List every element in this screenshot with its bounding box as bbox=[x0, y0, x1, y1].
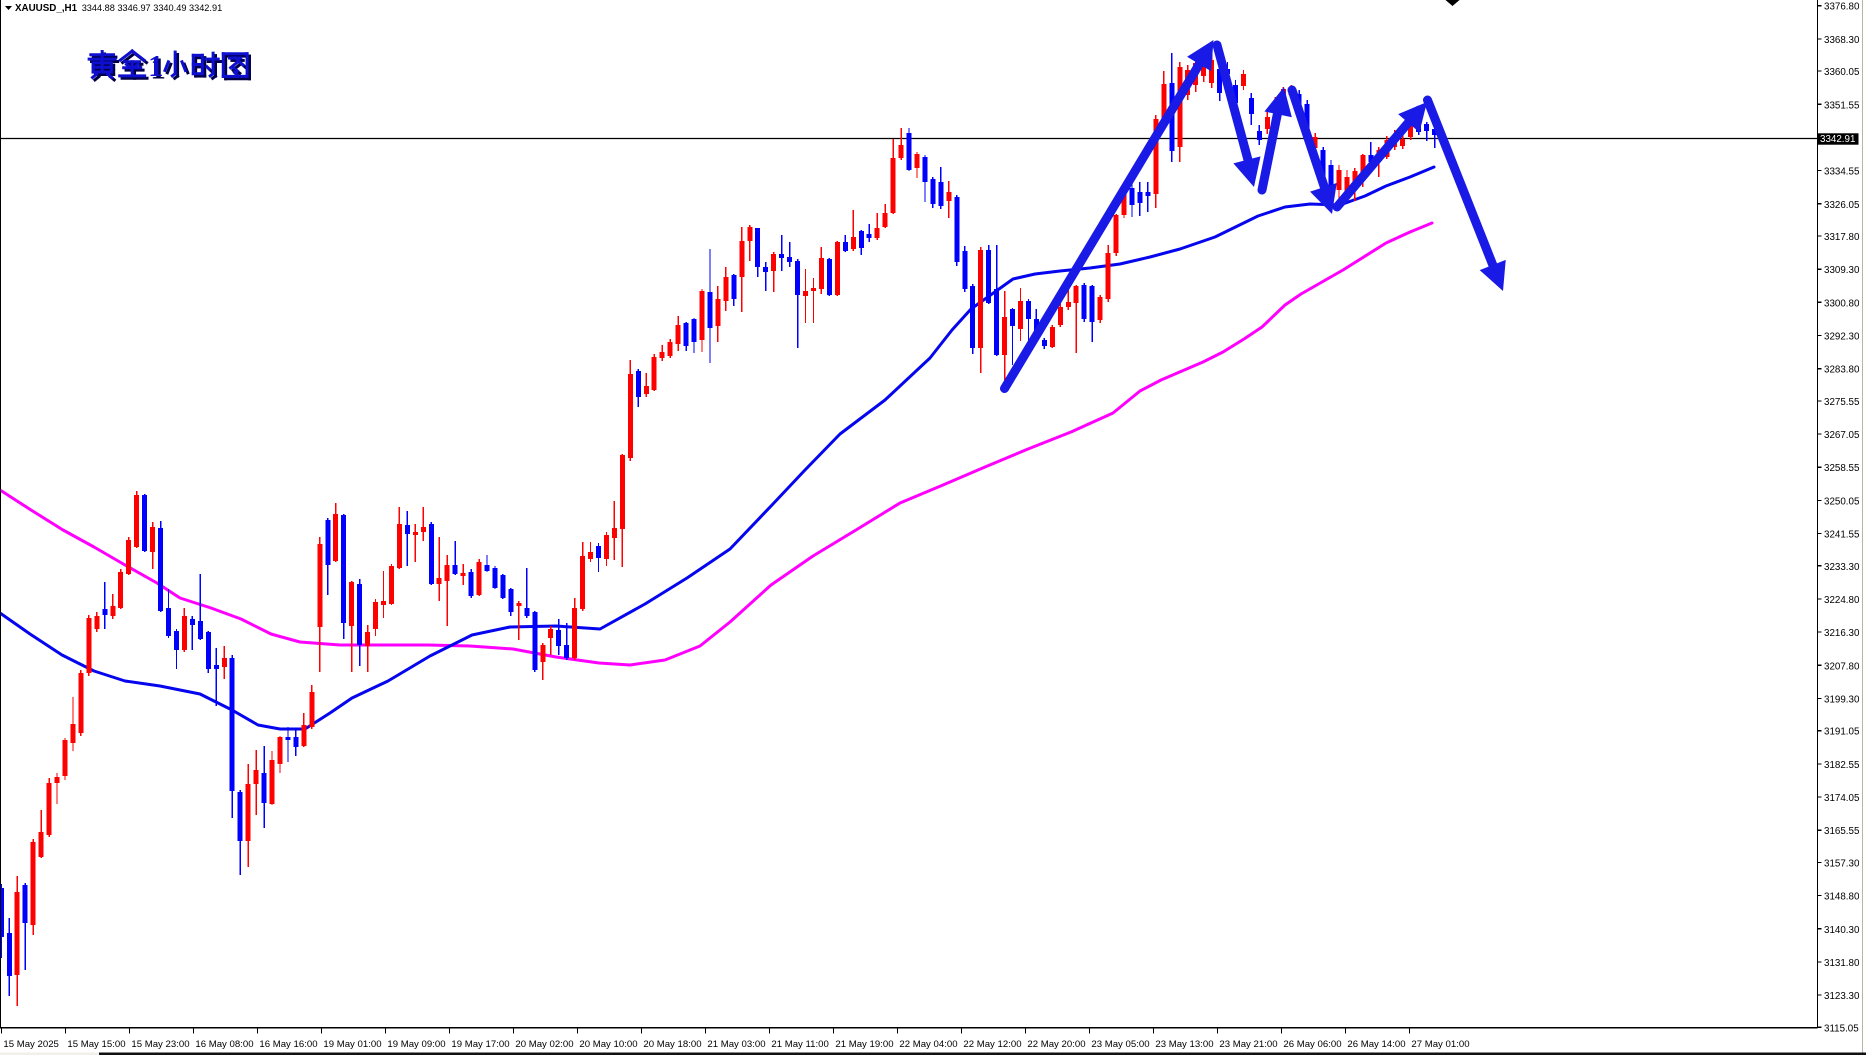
svg-text:3207.80: 3207.80 bbox=[1824, 661, 1860, 672]
svg-text:3258.55: 3258.55 bbox=[1824, 463, 1860, 474]
svg-text:3292.30: 3292.30 bbox=[1824, 332, 1860, 343]
svg-text:21 May 11:00: 21 May 11:00 bbox=[771, 1039, 828, 1050]
svg-text:3309.30: 3309.30 bbox=[1824, 265, 1860, 276]
svg-text:3224.80: 3224.80 bbox=[1824, 595, 1860, 606]
svg-text:19 May 01:00: 19 May 01:00 bbox=[323, 1039, 381, 1050]
svg-text:3344.88 3346.97 3340.49 3342.9: 3344.88 3346.97 3340.49 3342.91 bbox=[82, 3, 223, 13]
svg-text:3157.30: 3157.30 bbox=[1824, 858, 1860, 869]
svg-text:27 May 01:00: 27 May 01:00 bbox=[1411, 1039, 1469, 1050]
svg-text:20 May 18:00: 20 May 18:00 bbox=[643, 1039, 701, 1050]
svg-text:3250.05: 3250.05 bbox=[1824, 496, 1860, 507]
svg-text:1: 1 bbox=[150, 50, 166, 85]
svg-text:3148.80: 3148.80 bbox=[1824, 892, 1860, 903]
svg-text:3342.91: 3342.91 bbox=[1820, 134, 1855, 145]
svg-text:16 May 16:00: 16 May 16:00 bbox=[259, 1039, 317, 1050]
svg-text:3334.55: 3334.55 bbox=[1824, 167, 1860, 178]
svg-text:3131.80: 3131.80 bbox=[1824, 958, 1860, 969]
svg-text:23 May 21:00: 23 May 21:00 bbox=[1219, 1039, 1277, 1050]
svg-text:3233.30: 3233.30 bbox=[1824, 562, 1860, 573]
svg-text:19 May 09:00: 19 May 09:00 bbox=[387, 1039, 445, 1050]
svg-text:3216.30: 3216.30 bbox=[1824, 628, 1860, 639]
svg-text:3351.55: 3351.55 bbox=[1824, 100, 1860, 111]
svg-text:15 May 15:00: 15 May 15:00 bbox=[67, 1039, 125, 1050]
svg-text:20 May 10:00: 20 May 10:00 bbox=[579, 1039, 637, 1050]
svg-text:22 May 20:00: 22 May 20:00 bbox=[1027, 1039, 1085, 1050]
svg-text:23 May 13:00: 23 May 13:00 bbox=[1155, 1039, 1213, 1050]
svg-text:26 May 06:00: 26 May 06:00 bbox=[1283, 1039, 1341, 1050]
svg-text:15 May 23:00: 15 May 23:00 bbox=[131, 1039, 189, 1050]
svg-text:3376.80: 3376.80 bbox=[1824, 2, 1860, 13]
svg-text:XAUUSD_,H1: XAUUSD_,H1 bbox=[15, 3, 78, 14]
svg-text:3360.05: 3360.05 bbox=[1824, 67, 1860, 78]
svg-text:22 May 04:00: 22 May 04:00 bbox=[899, 1039, 957, 1050]
svg-text:3241.55: 3241.55 bbox=[1824, 530, 1860, 541]
svg-text:3174.05: 3174.05 bbox=[1824, 793, 1860, 804]
svg-text:20 May 02:00: 20 May 02:00 bbox=[515, 1039, 573, 1050]
svg-text:3123.30: 3123.30 bbox=[1824, 991, 1860, 1002]
svg-text:3283.80: 3283.80 bbox=[1824, 365, 1860, 376]
svg-text:1: 1 bbox=[148, 48, 164, 83]
svg-text:3368.30: 3368.30 bbox=[1824, 35, 1860, 46]
svg-text:15 May 2025: 15 May 2025 bbox=[3, 1039, 58, 1050]
svg-text:16 May 08:00: 16 May 08:00 bbox=[195, 1039, 253, 1050]
svg-text:3165.55: 3165.55 bbox=[1824, 826, 1860, 837]
svg-text:3199.30: 3199.30 bbox=[1824, 694, 1860, 705]
svg-text:3182.55: 3182.55 bbox=[1824, 760, 1860, 771]
svg-text:3300.80: 3300.80 bbox=[1824, 298, 1860, 309]
svg-text:3115.05: 3115.05 bbox=[1824, 1023, 1859, 1034]
svg-text:21 May 03:00: 21 May 03:00 bbox=[707, 1039, 765, 1050]
svg-text:3191.05: 3191.05 bbox=[1824, 727, 1860, 738]
svg-text:19 May 17:00: 19 May 17:00 bbox=[451, 1039, 509, 1050]
svg-text:3326.05: 3326.05 bbox=[1824, 200, 1860, 211]
svg-text:21 May 19:00: 21 May 19:00 bbox=[835, 1039, 893, 1050]
svg-text:3267.05: 3267.05 bbox=[1824, 430, 1860, 441]
svg-text:3140.30: 3140.30 bbox=[1824, 925, 1860, 936]
svg-text:26 May 14:00: 26 May 14:00 bbox=[1347, 1039, 1405, 1050]
svg-text:23 May 05:00: 23 May 05:00 bbox=[1091, 1039, 1149, 1050]
svg-text:3275.55: 3275.55 bbox=[1824, 397, 1860, 408]
svg-text:3317.80: 3317.80 bbox=[1824, 232, 1860, 243]
svg-text:22 May 12:00: 22 May 12:00 bbox=[963, 1039, 1021, 1050]
